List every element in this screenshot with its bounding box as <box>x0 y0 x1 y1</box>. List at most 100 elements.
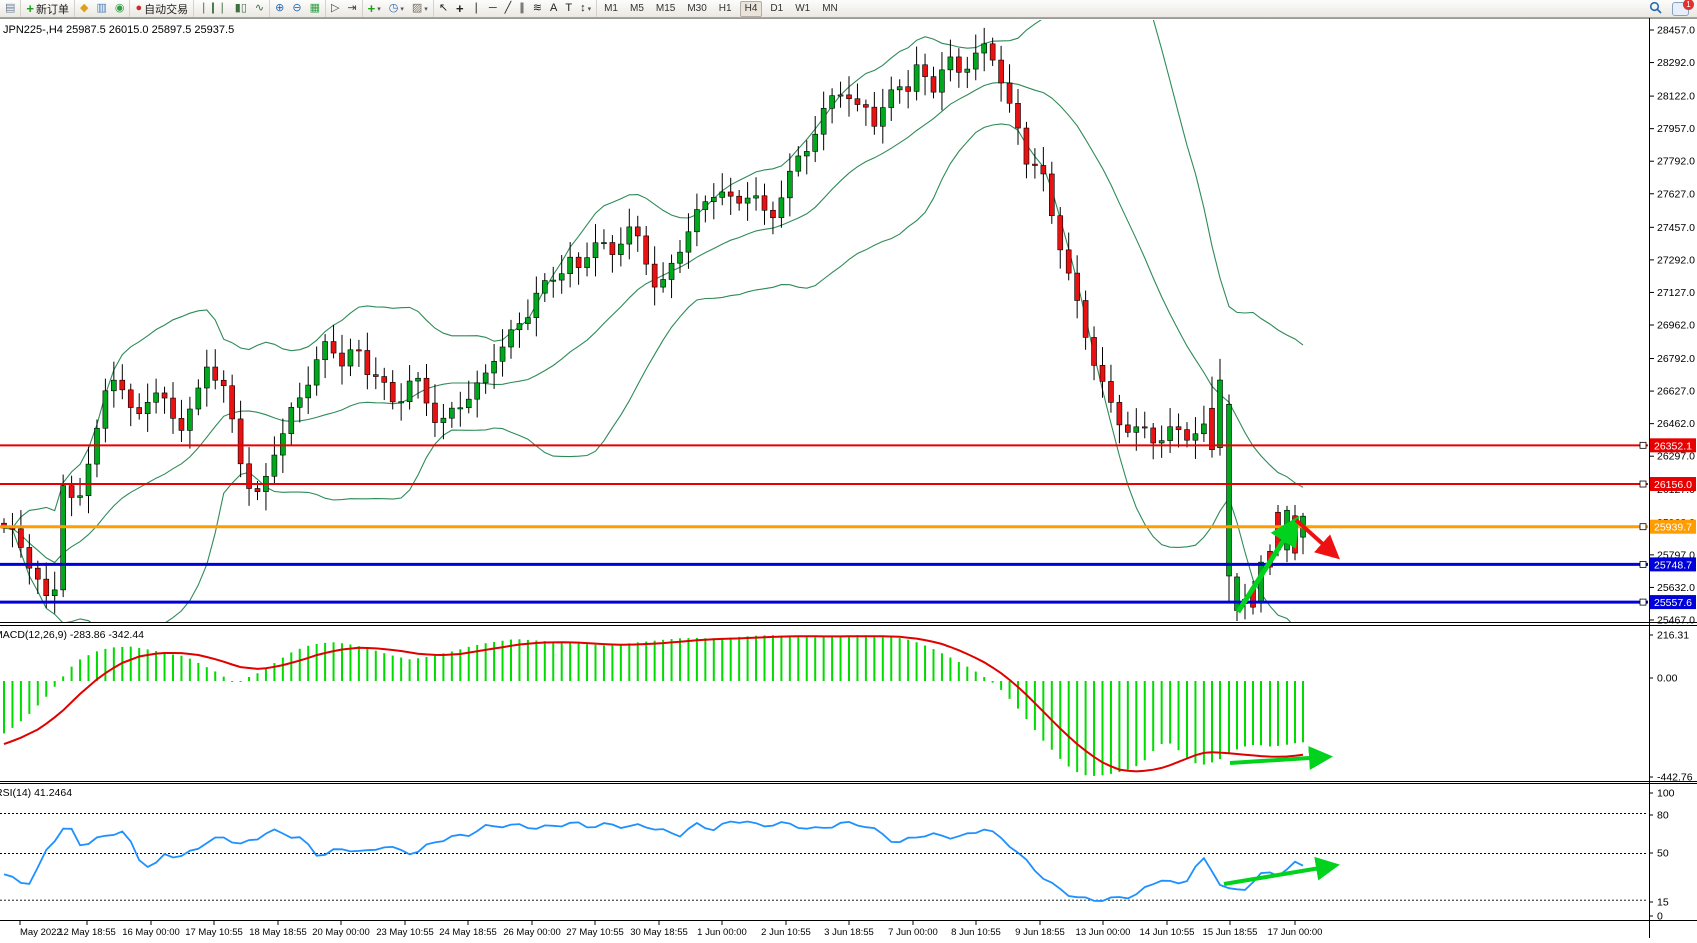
svg-text:9 Jun 18:55: 9 Jun 18:55 <box>1015 927 1065 938</box>
bull-candle <box>694 209 700 233</box>
macd-histogram-bar <box>780 635 783 681</box>
channel-button[interactable]: ∥ <box>517 1 527 16</box>
macd-histogram-bar <box>822 636 825 681</box>
bull-candle <box>719 191 726 198</box>
hline-support-1[interactable] <box>0 560 1648 568</box>
vertical-line-button[interactable]: ❘ <box>470 1 483 16</box>
macd-histogram-bar <box>1211 681 1213 763</box>
hline-resistance-1[interactable] <box>0 441 1648 449</box>
candle-chart-icon: ▮▯ <box>234 2 247 14</box>
bar-chart-button[interactable]: ❘❙❘ <box>197 1 229 16</box>
macd-pane <box>3 635 1304 776</box>
svg-text:27292.0: 27292.0 <box>1657 254 1695 266</box>
macd-histogram-bar <box>442 653 445 681</box>
macd-histogram-bar <box>898 638 901 681</box>
fibonacci-button[interactable]: ≋ <box>531 1 544 16</box>
svg-text:27792.0: 27792.0 <box>1657 156 1695 168</box>
templates-button[interactable]: ▨ ▾ <box>410 1 430 16</box>
macd-histogram-bar <box>214 671 217 681</box>
svg-text:26792.0: 26792.0 <box>1657 353 1695 365</box>
bear-candle <box>1032 163 1038 166</box>
svg-text:12 May 18:55: 12 May 18:55 <box>58 927 116 938</box>
chart-shift-button[interactable]: ⇥ <box>345 1 358 16</box>
signals-button[interactable]: ◉ <box>113 1 127 16</box>
indicators-button[interactable]: + ▾ <box>366 1 383 16</box>
svg-text:3 Jun 18:55: 3 Jun 18:55 <box>824 927 874 938</box>
timeframe-h4[interactable]: H4 <box>739 0 763 17</box>
arrow-up-main[interactable] <box>1235 515 1300 614</box>
macd-histogram-bar <box>1177 681 1180 751</box>
macd-histogram-bar <box>3 681 5 734</box>
bull-candle <box>525 317 531 324</box>
timeframe-m1[interactable]: M1 <box>604 2 618 14</box>
macd-histogram-bar <box>1008 681 1011 699</box>
toolbar-group-timeframes: M1 M5 M15 M30 H1 H4 D1 W1 MN <box>597 0 845 17</box>
bear-candle <box>364 350 371 375</box>
horizontal-line-button[interactable]: ─ <box>487 1 499 16</box>
macd-histogram-bar <box>966 666 969 681</box>
bear-candle <box>1082 300 1089 338</box>
timeframe-d1[interactable]: D1 <box>770 2 784 14</box>
macd-histogram-bar <box>1294 681 1296 744</box>
timeframe-m5[interactable]: M5 <box>629 2 644 14</box>
zoom-out-button[interactable]: ⊖ <box>290 1 303 16</box>
bull-candle <box>195 387 202 410</box>
bull-candle <box>1234 576 1240 611</box>
macd-histogram-bar <box>788 636 791 681</box>
arrows-button[interactable]: ↕ ▾ <box>578 1 593 16</box>
bull-candle <box>322 341 328 361</box>
svg-text:1 Jun 00:00: 1 Jun 00:00 <box>697 927 747 938</box>
macd-histogram-bar <box>1277 681 1279 746</box>
timeframe-w1[interactable]: W1 <box>795 2 811 14</box>
rsi-line <box>3 820 1304 902</box>
macd-histogram-bar <box>873 635 876 681</box>
hline-pivot-orange[interactable] <box>0 523 1648 531</box>
search-icon[interactable] <box>1649 1 1662 17</box>
hline-support-2[interactable] <box>0 598 1648 606</box>
bull-candle <box>812 133 819 152</box>
history-center-button[interactable]: ◆ <box>78 1 90 16</box>
notifications-icon[interactable]: 1 <box>1672 0 1694 16</box>
hline-resistance-2[interactable] <box>0 480 1648 488</box>
bear-candle <box>1184 429 1190 441</box>
auto-scroll-button[interactable]: ▷ <box>329 1 341 16</box>
chart-window-button[interactable]: ▤ <box>3 1 17 16</box>
tile-windows-button[interactable]: ▦ <box>308 1 322 16</box>
auto-trading-button[interactable]: ● 自动交易 <box>133 1 190 16</box>
trendline-button[interactable]: ╱ <box>503 1 514 16</box>
terminal-button[interactable]: ▥ <box>94 1 108 16</box>
arrow-macd[interactable] <box>1229 746 1333 770</box>
macd-histogram-bar <box>62 676 65 681</box>
periods-button[interactable]: ◷ ▾ <box>387 1 406 16</box>
text-button[interactable]: A <box>548 1 559 16</box>
arrow-down-main[interactable] <box>1294 518 1340 560</box>
macd-histogram-bar <box>1143 681 1146 761</box>
channel-icon: ∥ <box>519 2 525 14</box>
macd-histogram-bar <box>391 655 394 681</box>
macd-histogram-bar <box>1000 681 1003 690</box>
line-chart-button[interactable]: ∿ <box>253 1 266 16</box>
macd-histogram-bar <box>79 659 82 681</box>
macd-histogram-bar <box>180 655 183 681</box>
cursor-button[interactable]: ↖ <box>437 1 450 16</box>
macd-histogram-bar <box>932 649 935 681</box>
svg-text:15 Jun 18:55: 15 Jun 18:55 <box>1203 927 1258 938</box>
bull-candle <box>660 279 666 288</box>
zoom-in-button[interactable]: ⊕ <box>273 1 286 16</box>
bear-candle <box>389 382 396 403</box>
timeframe-m30[interactable]: M30 <box>687 2 707 14</box>
timeframe-h1[interactable]: H1 <box>718 2 732 14</box>
timeframe-mn[interactable]: MN <box>822 2 838 14</box>
svg-text:-442.76: -442.76 <box>1657 772 1693 784</box>
candle-chart-button[interactable]: ▮▯ <box>233 1 249 16</box>
macd-histogram-bar <box>831 636 834 681</box>
new-order-button[interactable]: + 新订单 <box>24 1 71 16</box>
arrow-rsi[interactable] <box>1223 856 1340 886</box>
crosshair-button[interactable]: + <box>454 1 466 16</box>
bull-candle <box>710 197 717 203</box>
label-button[interactable]: T <box>563 1 574 16</box>
bear-candle <box>136 407 142 414</box>
macd-histogram-bar <box>1135 681 1138 767</box>
timeframe-m15[interactable]: M15 <box>655 2 676 14</box>
